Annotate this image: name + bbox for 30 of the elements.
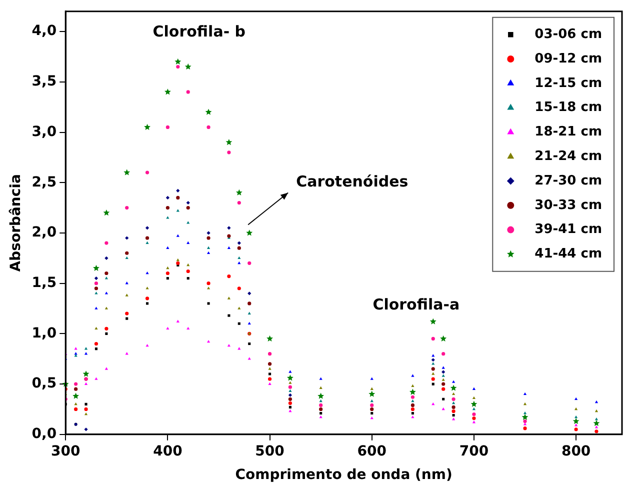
legend-label: 09-12 cm bbox=[534, 51, 602, 66]
legend-label: 03-06 cm bbox=[534, 26, 602, 42]
annotation: Clorofila- b bbox=[152, 22, 246, 40]
y-tick-label: 0,5 bbox=[32, 376, 57, 392]
legend-label: 39-41 cm bbox=[534, 222, 602, 238]
y-tick-label: 0,0 bbox=[32, 426, 57, 442]
legend-label: 15-18 cm bbox=[534, 100, 602, 116]
y-tick-label: 4,0 bbox=[32, 23, 57, 40]
annotation: Clorofila-a bbox=[372, 295, 460, 314]
annotation: Carotenóides bbox=[296, 172, 408, 191]
x-tick-label: 700 bbox=[459, 443, 489, 460]
legend-label: 18-21 cm bbox=[534, 124, 602, 140]
x-tick-label: 400 bbox=[153, 443, 183, 460]
x-axis-title: Comprimento de onda (nm) bbox=[235, 467, 452, 484]
y-tick-label: 3,0 bbox=[32, 124, 57, 140]
legend-label: 30-33 cm bbox=[534, 198, 602, 213]
y-tick-label: 3,5 bbox=[32, 74, 57, 90]
x-tick-label: 600 bbox=[357, 443, 387, 460]
y-axis-title: Absorbância bbox=[8, 174, 24, 272]
y-tick-label: 2,5 bbox=[32, 174, 57, 190]
x-tick-label: 300 bbox=[50, 443, 80, 460]
x-tick-label: 500 bbox=[255, 443, 285, 460]
legend-label: 41-44 cm bbox=[534, 246, 602, 262]
y-tick-label: 1,5 bbox=[32, 274, 57, 291]
legend-label: 12-15 cm bbox=[534, 76, 602, 91]
legend-label: 21-24 cm bbox=[534, 148, 602, 164]
y-tick-label: 1,0 bbox=[32, 325, 57, 342]
y-tick-label: 2,0 bbox=[32, 224, 57, 241]
legend-label: 27-30 cm bbox=[534, 173, 602, 188]
x-tick-label: 800 bbox=[561, 443, 591, 460]
